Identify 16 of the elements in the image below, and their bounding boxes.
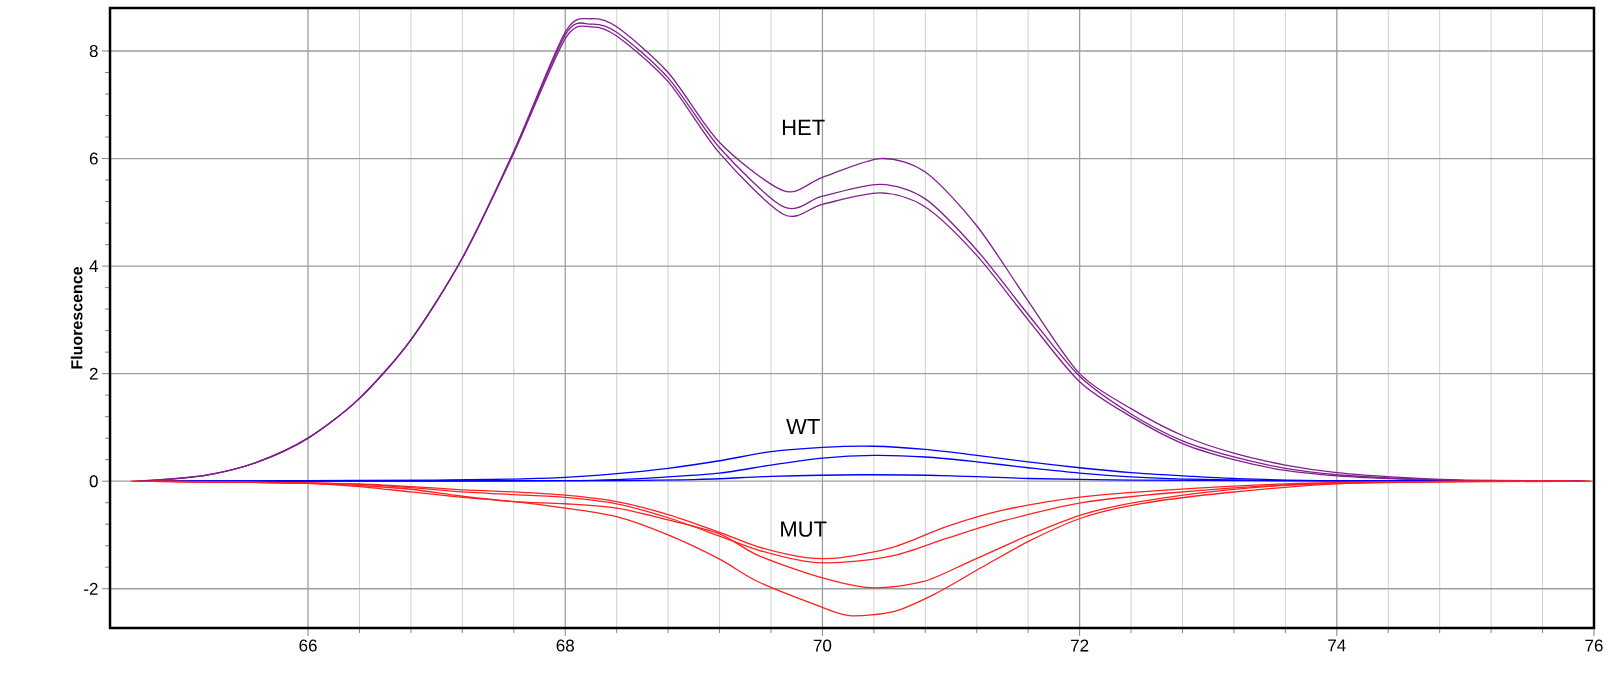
y-axis-title: Fluorescence bbox=[70, 266, 83, 369]
annotation: WT bbox=[786, 418, 820, 435]
y-tick-label: -2 bbox=[84, 582, 98, 595]
y-tick-label: 4 bbox=[89, 260, 98, 272]
x-tick-label: 74 bbox=[1328, 639, 1346, 652]
x-tick-label: 68 bbox=[556, 639, 574, 652]
x-tick-label: 76 bbox=[1585, 639, 1603, 652]
x-tick-label: 66 bbox=[299, 639, 317, 652]
y-tick-label: 0 bbox=[89, 475, 98, 488]
y-tick-label: 8 bbox=[89, 45, 98, 58]
annotation: HET bbox=[782, 119, 825, 135]
y-tick-label: 6 bbox=[89, 152, 98, 165]
x-tick-label: 72 bbox=[1071, 639, 1089, 652]
annotation: MUT bbox=[781, 521, 827, 537]
y-tick-label: 2 bbox=[89, 367, 98, 380]
x-tick-label: 70 bbox=[813, 639, 832, 652]
